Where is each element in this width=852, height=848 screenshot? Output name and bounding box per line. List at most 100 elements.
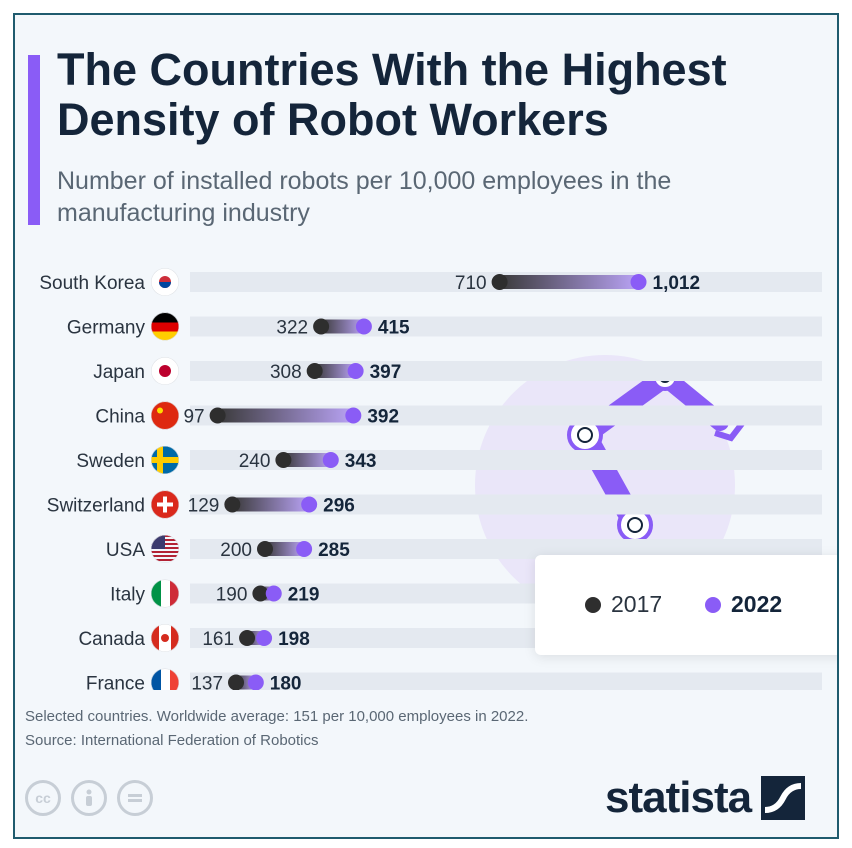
row-track xyxy=(190,539,822,559)
dot-2022 xyxy=(630,274,647,290)
switzerland-flag-icon xyxy=(151,490,179,519)
value-label-2022: 180 xyxy=(270,674,302,691)
country-label: South Korea xyxy=(39,273,145,294)
dot-2022 xyxy=(247,674,264,690)
legend-item-2022: 2022 xyxy=(705,591,782,618)
country-label: Germany xyxy=(67,318,146,339)
license-icons: cc xyxy=(25,780,153,816)
value-label-2017: 710 xyxy=(455,273,487,294)
dot-2017 xyxy=(306,363,323,379)
statista-logo-icon xyxy=(761,776,806,820)
chart-subtitle: Number of installed robots per 10,000 em… xyxy=(57,167,672,227)
dot-2017 xyxy=(239,630,256,646)
country-label: France xyxy=(86,674,145,691)
chart-row-japan: Japan 308 397 xyxy=(93,357,822,385)
south-korea-flag-icon xyxy=(151,268,179,296)
title-accent-bar xyxy=(28,55,40,225)
chart-row-south-korea: South Korea 710 1,012 xyxy=(39,268,822,296)
china-flag-icon xyxy=(151,401,179,430)
chart-legend: 2017 2022 xyxy=(535,555,837,655)
legend-dot-2017 xyxy=(585,596,601,613)
chart-row-germany: Germany 322 415 xyxy=(67,312,822,341)
legend-label-2022: 2022 xyxy=(731,591,783,617)
value-label-2017: 240 xyxy=(239,451,271,472)
country-label: Switzerland xyxy=(47,496,145,517)
range-bar xyxy=(217,408,354,423)
value-label-2017: 308 xyxy=(270,362,302,383)
legend-label-2017: 2017 xyxy=(611,591,663,617)
value-label-2022: 343 xyxy=(345,451,377,472)
dot-2022 xyxy=(322,452,339,468)
value-label-2022: 415 xyxy=(378,318,410,339)
row-track xyxy=(190,450,822,470)
value-label-2022: 285 xyxy=(318,540,350,561)
dot-2022 xyxy=(296,541,313,557)
value-label-2017: 129 xyxy=(188,496,220,517)
sweden-flag-icon xyxy=(151,446,179,474)
dot-2022 xyxy=(347,363,364,379)
value-label-2022: 397 xyxy=(370,362,402,383)
range-bar xyxy=(232,497,310,512)
range-bar xyxy=(499,275,639,289)
canada-flag-icon xyxy=(151,624,179,652)
infographic-card: The Countries With the Highest Density o… xyxy=(13,13,839,839)
dot-2017 xyxy=(224,496,241,513)
range-bar xyxy=(314,364,356,378)
italy-flag-icon xyxy=(151,579,179,608)
value-label-2022: 392 xyxy=(367,407,399,428)
germany-flag-icon xyxy=(151,312,179,341)
value-label-2022: 296 xyxy=(323,496,355,517)
chart-row-france: France 137 180 xyxy=(86,668,822,691)
range-bar xyxy=(321,319,364,334)
value-label-2017: 322 xyxy=(276,318,308,339)
dot-2022 xyxy=(301,496,318,513)
dot-2022 xyxy=(265,585,282,602)
attribution-icon[interactable] xyxy=(71,780,107,816)
legend-dot-2022 xyxy=(705,596,721,613)
chart-row-usa: USA 200 285 xyxy=(106,535,822,563)
footnote-source: Source: International Federation of Robo… xyxy=(25,732,319,749)
range-bar xyxy=(265,542,305,556)
value-label-2017: 97 xyxy=(183,407,204,428)
country-label: Italy xyxy=(110,585,145,606)
country-label: China xyxy=(95,407,145,428)
dot-2017 xyxy=(275,452,292,468)
dot-2022 xyxy=(256,630,273,646)
value-label-2017: 137 xyxy=(191,674,223,691)
row-track xyxy=(190,672,822,690)
dot-2017 xyxy=(252,585,269,602)
value-label-2017: 190 xyxy=(216,585,248,606)
range-bar xyxy=(283,453,331,467)
dot-2022 xyxy=(355,318,372,335)
country-label: Canada xyxy=(78,629,145,650)
japan-flag-icon xyxy=(151,357,179,385)
creative-commons-icon[interactable]: cc xyxy=(25,780,61,816)
value-label-2017: 200 xyxy=(220,540,252,561)
usa-flag-icon xyxy=(151,535,179,563)
value-label-2022: 219 xyxy=(288,585,320,606)
chart-title: The Countries With the Highest Density o… xyxy=(57,44,727,145)
value-label-2022: 1,012 xyxy=(653,273,701,294)
dot-2017 xyxy=(228,674,245,690)
country-label: Japan xyxy=(93,362,145,383)
footnote: Selected countries. Worldwide average: 1… xyxy=(25,705,528,753)
footnote-note: Selected countries. Worldwide average: 1… xyxy=(25,708,529,725)
value-label-2017: 161 xyxy=(202,629,234,650)
country-label: USA xyxy=(106,540,145,561)
dot-2017 xyxy=(313,318,330,335)
row-track xyxy=(190,494,822,515)
value-label-2022: 198 xyxy=(278,629,310,650)
chart-row-switzerland: Switzerland 129 296 xyxy=(47,490,822,519)
dot-2017 xyxy=(491,274,508,290)
chart-row-sweden: Sweden 240 343 xyxy=(76,446,822,474)
country-label: Sweden xyxy=(76,451,145,472)
dot-2022 xyxy=(345,407,362,424)
no-derivatives-icon[interactable] xyxy=(117,780,153,816)
brand-name: statista xyxy=(605,773,752,822)
statista-brand[interactable]: statista xyxy=(605,773,806,823)
france-flag-icon xyxy=(151,668,179,690)
legend-item-2017: 2017 xyxy=(585,591,662,618)
dot-2017 xyxy=(209,407,226,424)
chart-row-china: China 97 392 xyxy=(95,401,822,430)
dot-2017 xyxy=(257,541,273,557)
